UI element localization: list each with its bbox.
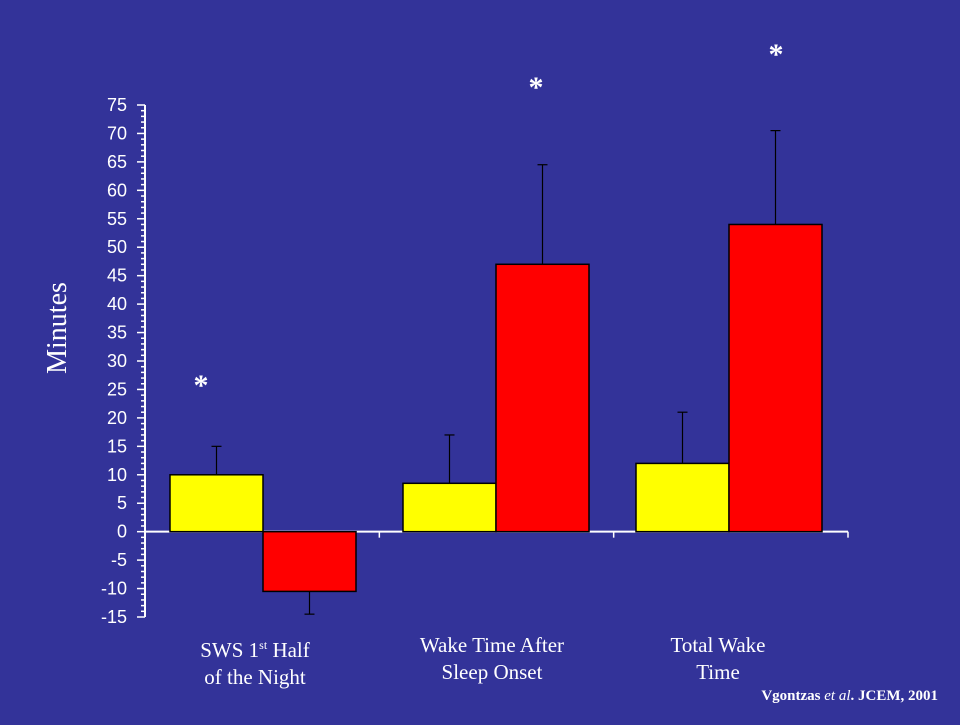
y-tick-label: 10 — [107, 465, 127, 485]
y-tick-label: -15 — [101, 607, 127, 627]
y-tick-label: 20 — [107, 408, 127, 428]
category-label-sup: st — [259, 638, 268, 652]
significance-asterisk: * — [529, 71, 544, 104]
category-label-total-wake: Total Wake Time — [608, 632, 828, 686]
bar — [635, 462, 730, 533]
y-tick-label: 55 — [107, 209, 127, 229]
y-tick-label: 75 — [107, 95, 127, 115]
significance-asterisk: * — [194, 369, 209, 402]
category-label-line1: SWS 1 — [200, 638, 260, 662]
y-tick-label: 45 — [107, 266, 127, 286]
bar — [262, 530, 357, 593]
y-tick-label: -10 — [101, 579, 127, 599]
y-tick-label: 5 — [117, 493, 127, 513]
bar — [495, 263, 590, 533]
bar — [169, 474, 264, 533]
bar — [402, 482, 497, 533]
y-tick-label: 65 — [107, 152, 127, 172]
bar — [728, 223, 823, 533]
significance-asterisk: * — [769, 38, 784, 71]
citation: Vgontzas et al. JCEM, 2001 — [761, 688, 938, 705]
category-label-line1: Total Wake — [670, 633, 766, 657]
citation-rest: . JCEM, 2001 — [850, 688, 939, 704]
y-tick-label: 15 — [107, 436, 127, 456]
y-tick-label: -5 — [111, 550, 127, 570]
y-tick-label: 35 — [107, 323, 127, 343]
citation-author: Vgontzas — [761, 688, 825, 704]
y-tick-label: 40 — [107, 294, 127, 314]
y-axis-label: Minutes — [42, 282, 73, 374]
y-tick-label: 60 — [107, 180, 127, 200]
category-label-line1: Wake Time After — [419, 633, 565, 657]
citation-etal: et al — [824, 688, 851, 704]
category-label-line1-rest: Half — [267, 638, 310, 662]
category-label-line2: Time — [696, 660, 740, 684]
y-tick-label: 70 — [107, 123, 127, 143]
y-tick-label: 30 — [107, 351, 127, 371]
category-label-line2: Sleep Onset — [441, 660, 543, 684]
y-tick-label: 0 — [117, 522, 127, 542]
category-label-sws: SWS 1st Half of the Night — [145, 632, 365, 691]
y-tick-label: 50 — [107, 237, 127, 257]
y-tick-label: 25 — [107, 379, 127, 399]
category-label-wake-time: Wake Time After Sleep Onset — [382, 632, 602, 686]
category-label-line2: of the Night — [204, 665, 306, 689]
